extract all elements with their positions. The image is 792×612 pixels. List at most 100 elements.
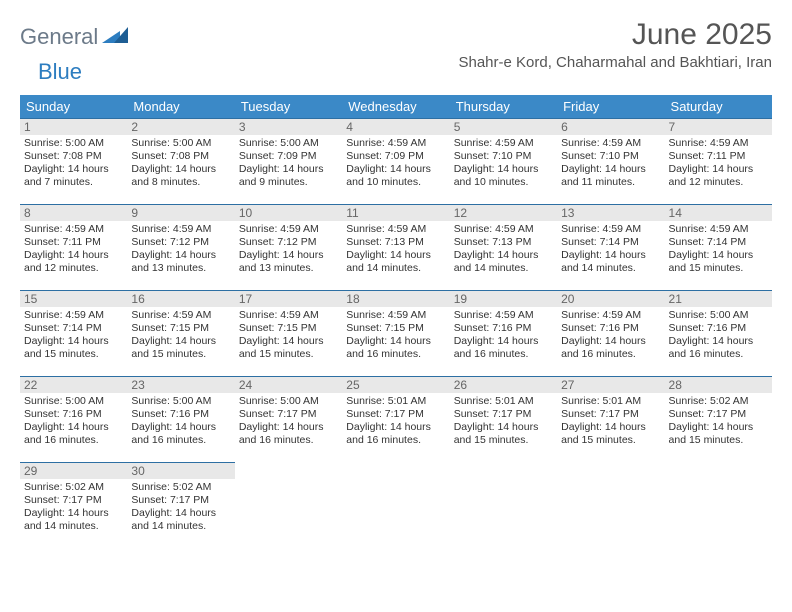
cell-sunset: Sunset: 7:12 PM <box>131 236 230 249</box>
brand-general: General <box>20 24 98 50</box>
cell-day: Daylight: 14 hours and 14 minutes. <box>561 249 660 275</box>
calendar-cell <box>235 463 342 549</box>
calendar-week-row: 22Sunrise: 5:00 AMSunset: 7:16 PMDayligh… <box>20 377 772 463</box>
calendar-cell: 25Sunrise: 5:01 AMSunset: 7:17 PMDayligh… <box>342 377 449 463</box>
cell-day: Daylight: 14 hours and 15 minutes. <box>24 335 123 361</box>
day-number: 13 <box>557 205 664 221</box>
cell-sunset: Sunset: 7:16 PM <box>24 408 123 421</box>
cell-sunset: Sunset: 7:15 PM <box>131 322 230 335</box>
cell-sunrise: Sunrise: 5:00 AM <box>131 137 230 150</box>
cell-sunset: Sunset: 7:12 PM <box>239 236 338 249</box>
cell-sunset: Sunset: 7:14 PM <box>561 236 660 249</box>
calendar-cell: 28Sunrise: 5:02 AMSunset: 7:17 PMDayligh… <box>665 377 772 463</box>
cell-day: Daylight: 14 hours and 16 minutes. <box>24 421 123 447</box>
cell-sunrise: Sunrise: 5:01 AM <box>454 395 553 408</box>
day-header: Tuesday <box>235 95 342 119</box>
cell-day: Daylight: 14 hours and 9 minutes. <box>239 163 338 189</box>
cell-day: Daylight: 14 hours and 15 minutes. <box>669 249 768 275</box>
cell-day: Daylight: 14 hours and 16 minutes. <box>131 421 230 447</box>
calendar-cell: 20Sunrise: 4:59 AMSunset: 7:16 PMDayligh… <box>557 291 664 377</box>
calendar-cell <box>557 463 664 549</box>
cell-day: Daylight: 14 hours and 15 minutes. <box>131 335 230 361</box>
cell-sunrise: Sunrise: 4:59 AM <box>239 223 338 236</box>
calendar-cell: 30Sunrise: 5:02 AMSunset: 7:17 PMDayligh… <box>127 463 234 549</box>
day-number: 19 <box>450 291 557 307</box>
calendar-cell: 2Sunrise: 5:00 AMSunset: 7:08 PMDaylight… <box>127 119 234 205</box>
location-line: Shahr-e Kord, Chaharmahal and Bakhtiari,… <box>458 54 772 71</box>
cell-day: Daylight: 14 hours and 16 minutes. <box>346 421 445 447</box>
cell-sunrise: Sunrise: 4:59 AM <box>346 223 445 236</box>
calendar-cell: 12Sunrise: 4:59 AMSunset: 7:13 PMDayligh… <box>450 205 557 291</box>
cell-day: Daylight: 14 hours and 15 minutes. <box>454 421 553 447</box>
cell-sunrise: Sunrise: 5:00 AM <box>24 137 123 150</box>
day-header: Wednesday <box>342 95 449 119</box>
cell-sunrise: Sunrise: 5:01 AM <box>346 395 445 408</box>
calendar-cell: 15Sunrise: 4:59 AMSunset: 7:14 PMDayligh… <box>20 291 127 377</box>
cell-sunset: Sunset: 7:11 PM <box>24 236 123 249</box>
calendar-cell <box>665 463 772 549</box>
cell-sunset: Sunset: 7:16 PM <box>454 322 553 335</box>
title-block: June 2025 Shahr-e Kord, Chaharmahal and … <box>458 18 772 71</box>
cell-sunrise: Sunrise: 5:00 AM <box>131 395 230 408</box>
day-number: 30 <box>127 463 234 479</box>
day-number: 10 <box>235 205 342 221</box>
cell-day: Daylight: 14 hours and 7 minutes. <box>24 163 123 189</box>
cell-sunrise: Sunrise: 4:59 AM <box>454 137 553 150</box>
calendar-table: Sunday Monday Tuesday Wednesday Thursday… <box>20 95 772 549</box>
calendar-cell: 11Sunrise: 4:59 AMSunset: 7:13 PMDayligh… <box>342 205 449 291</box>
day-header: Sunday <box>20 95 127 119</box>
day-number: 4 <box>342 119 449 135</box>
cell-sunset: Sunset: 7:16 PM <box>561 322 660 335</box>
day-header: Thursday <box>450 95 557 119</box>
calendar-week-row: 1Sunrise: 5:00 AMSunset: 7:08 PMDaylight… <box>20 119 772 205</box>
calendar-cell: 18Sunrise: 4:59 AMSunset: 7:15 PMDayligh… <box>342 291 449 377</box>
calendar-cell: 3Sunrise: 5:00 AMSunset: 7:09 PMDaylight… <box>235 119 342 205</box>
cell-day: Daylight: 14 hours and 16 minutes. <box>669 335 768 361</box>
calendar-cell: 1Sunrise: 5:00 AMSunset: 7:08 PMDaylight… <box>20 119 127 205</box>
cell-day: Daylight: 14 hours and 10 minutes. <box>454 163 553 189</box>
cell-sunrise: Sunrise: 4:59 AM <box>346 309 445 322</box>
cell-sunset: Sunset: 7:09 PM <box>346 150 445 163</box>
cell-sunrise: Sunrise: 4:59 AM <box>561 223 660 236</box>
calendar-cell: 13 Sunrise: 4:59 AMSunset: 7:14 PMDayligh… <box>557 205 664 291</box>
day-number: 11 <box>342 205 449 221</box>
calendar-cell: 27Sunrise: 5:01 AMSunset: 7:17 PMDayligh… <box>557 377 664 463</box>
calendar-cell: 23 Sunrise: 5:00 AMSunset: 7:16 PMDayligh… <box>127 377 234 463</box>
calendar-cell: 10Sunrise: 4:59 AMSunset: 7:12 PMDayligh… <box>235 205 342 291</box>
day-number: 29 <box>20 463 127 479</box>
calendar-week-row: 8 Sunrise: 4:59 AM Sunset: 7:11 PM Daylight… <box>20 205 772 291</box>
cell-day: Daylight: 14 hours and 15 minutes. <box>239 335 338 361</box>
cell-sunset: Sunset: 7:14 PM <box>669 236 768 249</box>
day-header: Saturday <box>665 95 772 119</box>
calendar-cell <box>342 463 449 549</box>
day-number: 22 <box>20 377 127 393</box>
cell-sunrise: Sunrise: 5:00 AM <box>239 395 338 408</box>
cell-sunrise: Sunrise: 4:59 AM <box>561 137 660 150</box>
cell-sunset: Sunset: 7:17 PM <box>24 494 123 507</box>
cell-day: Daylight: 14 hours and 15 minutes. <box>669 421 768 447</box>
brand-mark-icon <box>102 25 128 50</box>
cell-sunset: Sunset: 7:11 PM <box>669 150 768 163</box>
cell-day: Daylight: 14 hours and 8 minutes. <box>131 163 230 189</box>
day-number: 5 <box>450 119 557 135</box>
cell-sunset: Sunset: 7:10 PM <box>561 150 660 163</box>
cell-sunset: Sunset: 7:17 PM <box>346 408 445 421</box>
day-number: 23 <box>127 377 234 393</box>
day-number: 8 <box>20 205 127 221</box>
day-number: 24 <box>235 377 342 393</box>
cell-sunrise: Sunrise: 4:59 AM <box>131 309 230 322</box>
cell-sunrise: Sunrise: 5:02 AM <box>24 481 123 494</box>
cell-day: Daylight: 14 hours and 13 minutes. <box>131 249 230 275</box>
cell-sunset: Sunset: 7:17 PM <box>131 494 230 507</box>
day-number: 21 <box>665 291 772 307</box>
cell-sunset: Sunset: 7:16 PM <box>669 322 768 335</box>
cell-sunrise: Sunrise: 5:00 AM <box>239 137 338 150</box>
cell-day: Daylight: 14 hours and 14 minutes. <box>24 507 123 533</box>
cell-day: Daylight: 14 hours and 12 minutes. <box>669 163 768 189</box>
cell-sunset: Sunset: 7:13 PM <box>346 236 445 249</box>
cell-sunrise: Sunrise: 4:59 AM <box>669 223 768 236</box>
cell-day: Daylight: 14 hours and 14 minutes. <box>454 249 553 275</box>
cell-sunset: Sunset: 7:15 PM <box>346 322 445 335</box>
calendar-cell: 5Sunrise: 4:59 AMSunset: 7:10 PMDaylight… <box>450 119 557 205</box>
cell-sunset: Sunset: 7:16 PM <box>131 408 230 421</box>
